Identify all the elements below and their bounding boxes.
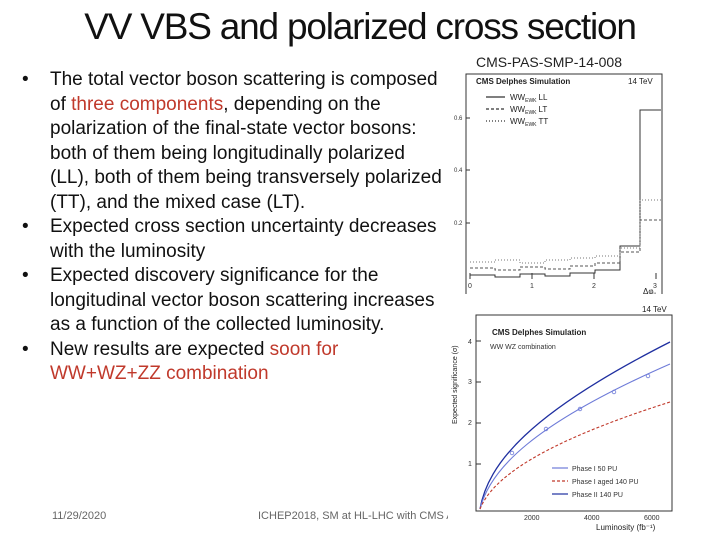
y-tick-label: 4 [468,339,472,346]
bullet-text: Expected cross section uncertainty decre… [50,216,437,262]
footer-conference: ICHEP2018, SM at HL-LHC with CMS A [258,510,454,522]
bullet-dot: • [22,338,29,360]
polarization-figure: CMS Delphes Simulation 14 TeV WWEWK LL WW… [450,70,670,343]
significance-figure: 14 TeV CMS Delphes Simulation WW WZ comb… [448,294,678,534]
plot-frame [475,314,673,512]
polarization-plot: CMS Delphes Simulation 14 TeV WWEWK LL WW… [454,73,663,343]
histogram-ll [470,109,661,278]
bullet-dot: • [22,216,29,237]
bullet-text: The total vector boson scattering is com… [50,69,438,115]
bullet-text: Expected discovery significance for the … [50,265,435,335]
bullet-dot: • [22,69,29,90]
y-tick-label: 0.6 [454,116,463,122]
curve-marker [611,389,617,395]
histogram-lt [470,219,661,271]
bullet-text: New results are expected [50,338,270,360]
energy-label: 14 TeV [642,305,667,314]
curve-markers [509,373,651,456]
x-tick-label: 6000 [644,515,660,522]
y-axis-label: Expected significance (σ) [452,345,459,424]
legend-ll: WWEWK LL [510,93,548,104]
curve-phase1-aged-140pu [479,401,671,510]
legend: Phase I 50 PU Phase I aged 140 PU Phase … [552,466,639,499]
plot-header: CMS Delphes Simulation [492,328,586,337]
histogram-tt [470,199,661,264]
curve-marker [509,450,515,456]
x-axis-label: Luminosity (fb⁻¹) [596,523,656,532]
y-tick-label: 0.4 [454,168,463,174]
curve-marker [645,373,651,379]
legend-lt: WWEWK LT [510,105,547,116]
y-tick-label: 1 [468,461,472,468]
curve-marker [543,426,549,432]
x-tick-label: 0 [468,283,472,290]
source-reference: CMS-PAS-SMP-14-008 [476,54,623,70]
legend-phase2-140pu: Phase II 140 PU [572,492,623,499]
legend-tt: WWEWK TT [510,117,548,128]
x-tick-label: 4000 [584,515,600,522]
energy-label: 14 TeV [628,77,653,86]
y-tick-label: 2 [468,420,472,427]
x-tick-label: 1 [530,283,534,290]
y-tick-label: 3 [468,379,472,386]
significance-plot: 14 TeV CMS Delphes Simulation WW WZ comb… [452,305,673,532]
bullet-item: • The total vector boson scattering is co… [22,68,442,215]
curve-phase2-140pu [479,341,671,510]
plot-header: CMS Delphes Simulation [476,77,570,86]
bullet-text: , depending on the polarization of the f… [50,93,442,213]
legend-phase1-aged: Phase I aged 140 PU [572,479,639,486]
bullet-highlight: three components [71,93,224,115]
plot-subheader: WW WZ combination [490,344,556,351]
bullet-item: • Expected cross section uncertainty decr… [22,215,442,264]
bullet-highlight: soon for WW+WZ+ZZ combination [50,338,339,385]
x-tick-label: 2 [592,283,596,290]
legend: WWEWK LL WWEWK LT WWEWK TT [486,93,548,128]
curve-marker [577,406,583,412]
x-tick-label: 2000 [524,515,540,522]
curve-phase1-50pu [479,363,671,510]
legend-phase1-50pu: Phase I 50 PU [572,466,617,473]
bullet-item: • Expected discovery significance for the… [22,264,442,338]
bullet-item: • New results are expected soon for WW+WZ… [22,338,442,387]
slide-title: VV VBS and polarized cross section [84,6,637,47]
footer-date: 11/29/2020 [52,510,107,522]
bullet-dot: • [22,265,29,286]
x-tick-label: 3 [653,283,657,290]
y-tick-label: 0.2 [454,221,463,227]
plot-frame [465,73,663,343]
bullet-list: • The total vector boson scattering is co… [22,68,442,387]
